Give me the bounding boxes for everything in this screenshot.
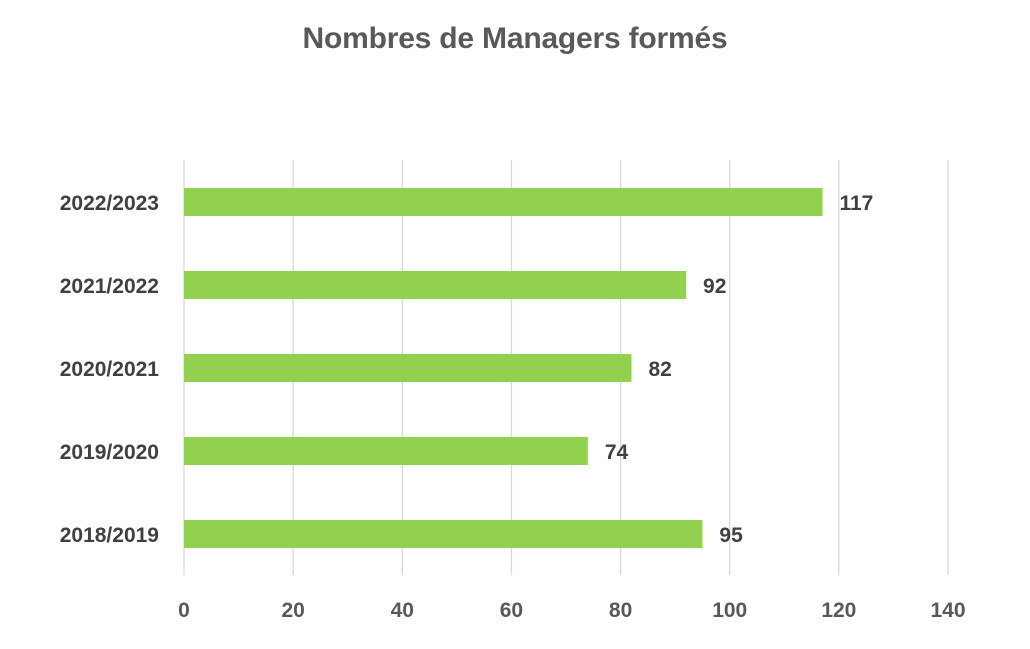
category-label: 2021/2022 bbox=[60, 275, 159, 298]
chart-title: Nombres de Managers formés bbox=[302, 22, 728, 55]
x-tick-label: 40 bbox=[391, 599, 414, 622]
category-label: 2022/2023 bbox=[60, 192, 159, 215]
x-tick-label: 0 bbox=[178, 599, 190, 622]
data-label: 92 bbox=[703, 275, 726, 298]
bar-2020-2021 bbox=[184, 354, 632, 382]
bar-2021-2022 bbox=[184, 271, 687, 299]
data-label: 117 bbox=[839, 192, 873, 215]
category-label: 2020/2021 bbox=[60, 358, 160, 381]
x-tick-label: 120 bbox=[821, 599, 856, 622]
x-tick-label: 60 bbox=[500, 599, 523, 622]
category-label: 2019/2020 bbox=[60, 441, 159, 464]
x-tick-label: 100 bbox=[712, 599, 747, 622]
x-tick-label: 140 bbox=[930, 599, 965, 622]
bar-2018-2019 bbox=[184, 520, 703, 548]
bar-2019-2020 bbox=[184, 437, 588, 465]
data-label: 82 bbox=[648, 358, 671, 381]
data-label: 74 bbox=[605, 441, 629, 464]
x-tick-label: 80 bbox=[609, 599, 632, 622]
x-tick-label: 20 bbox=[281, 599, 304, 622]
category-label: 2018/2019 bbox=[60, 524, 159, 547]
labels: 0 20 40 60 80 100 120 140 2022/2023 117 2021/2022 9… bbox=[60, 192, 966, 622]
data-label: 95 bbox=[719, 524, 743, 547]
bar-2022-2023 bbox=[184, 188, 823, 216]
bars bbox=[184, 188, 823, 548]
